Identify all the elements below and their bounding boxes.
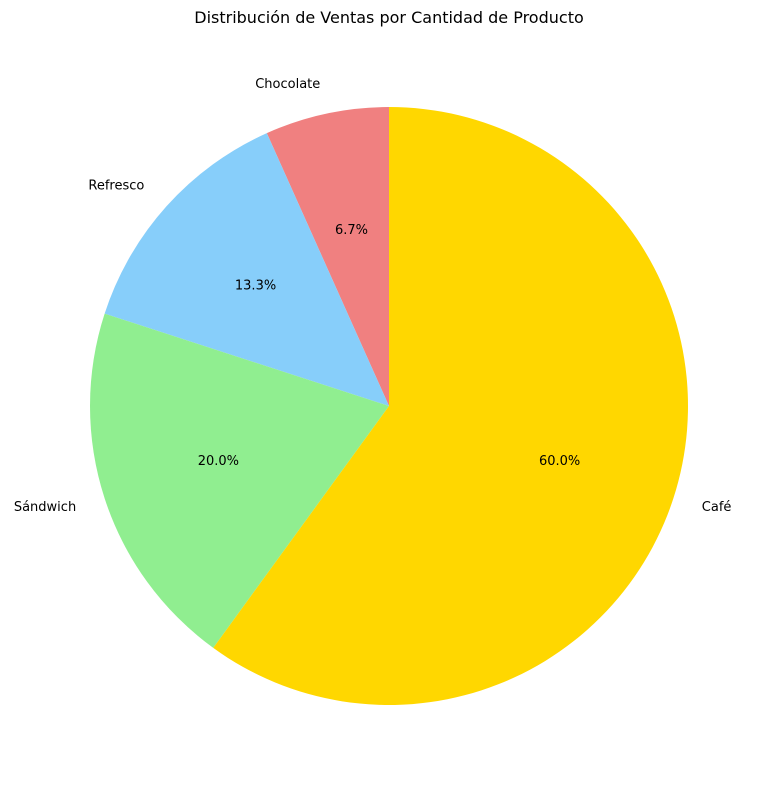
- slice-percent-label-3: 20.0%: [198, 454, 239, 469]
- chart-title: Distribución de Ventas por Cantidad de P…: [194, 8, 584, 27]
- slice-percent-label-4: 60.0%: [539, 454, 580, 469]
- pie-slice-2: [104, 133, 390, 406]
- slice-percent-label-2: 13.3%: [235, 279, 276, 294]
- pie-slice-4: [213, 107, 689, 706]
- slice-label-4: Café: [702, 500, 732, 515]
- pie-slice-1: [266, 107, 389, 406]
- pie-slices: [90, 107, 689, 706]
- slice-label-2: Refresco: [88, 179, 144, 194]
- pie-labels: Chocolate 6.7% Refresco 13.3% Sándwich 20.0% C…: [14, 77, 732, 515]
- slice-label-1: Chocolate: [255, 77, 320, 92]
- slice-percent-label-1: 6.7%: [335, 223, 368, 238]
- pie-slice-3: [90, 313, 390, 648]
- slice-label-3: Sándwich: [14, 500, 76, 515]
